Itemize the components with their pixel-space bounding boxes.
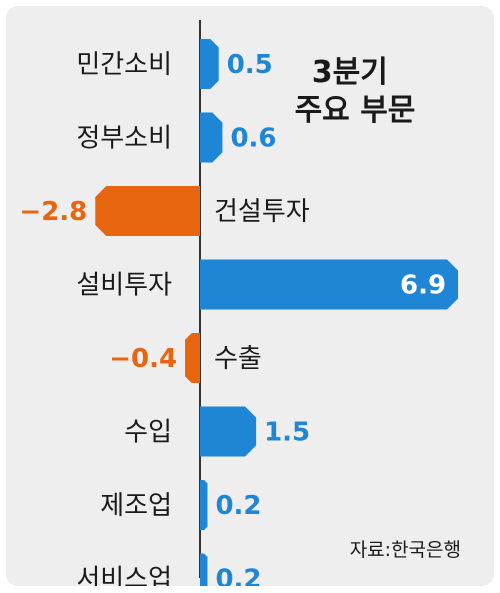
value-label: 0.2: [215, 565, 261, 587]
category-label: 수입: [124, 418, 172, 448]
chart-panel: 3분기 주요 부문 자료:한국은행 민간소비 0.5 정부소비 0.6 건설투자 −2.8…: [6, 6, 494, 586]
bar-민간소비: [200, 39, 219, 89]
category-label: 정부소비: [76, 124, 172, 154]
bar-건설투자: [95, 186, 200, 236]
value-label: −0.4: [109, 344, 177, 374]
bar-설비투자: [200, 259, 459, 310]
value-label: 1.5: [264, 418, 310, 448]
value-label: 6.9: [400, 271, 446, 301]
bar-수입: [200, 406, 257, 457]
value-label: 0.5: [227, 50, 273, 80]
bar-정부소비: [200, 112, 223, 163]
category-label: 건설투자: [214, 197, 310, 227]
bar-제조업: [200, 480, 208, 530]
category-label: 수출: [214, 344, 262, 374]
bar-chart: 3분기 주요 부문 자료:한국은행 민간소비 0.5 정부소비 0.6 건설투자 −2.8…: [19, 20, 461, 587]
category-label: 제조업: [100, 491, 172, 521]
bar-수출: [185, 333, 200, 383]
bar-서비스업: [200, 553, 208, 586]
bars-group: 민간소비 0.5 정부소비 0.6 건설투자 −2.8 설비투자 6.9 수출 −0.4 수입 1.5…: [19, 39, 459, 587]
category-label: 서비스업: [76, 565, 172, 587]
value-label: 0.6: [230, 124, 276, 154]
value-label: 0.2: [215, 491, 261, 521]
category-label: 민간소비: [76, 50, 172, 80]
value-label: −2.8: [19, 197, 87, 227]
chart-title: 3분기 주요 부문: [295, 55, 416, 128]
source-note: 자료:한국은행: [350, 539, 461, 561]
category-label: 설비투자: [76, 271, 172, 301]
